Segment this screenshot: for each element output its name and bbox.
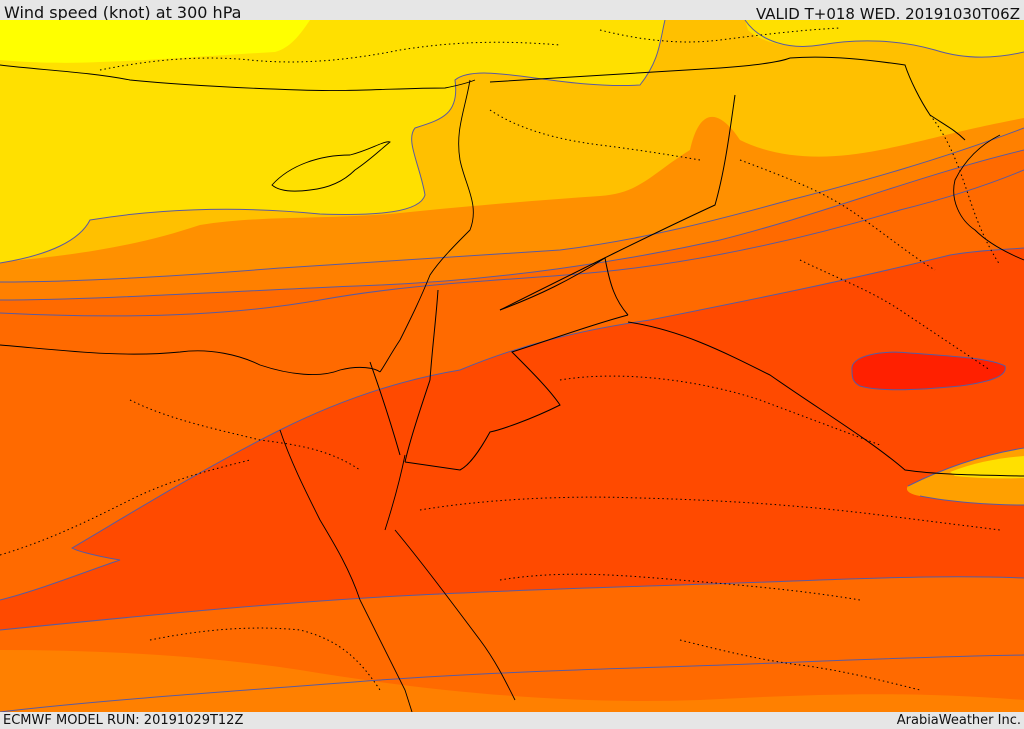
border-egypt-israel xyxy=(369,361,401,456)
border-saudi-jordan xyxy=(404,314,629,471)
boundary-saudi-3 xyxy=(499,573,861,601)
boundary-iraq-1 xyxy=(739,159,936,271)
border-iraq-iran xyxy=(789,56,966,141)
contour-core xyxy=(851,351,1006,391)
header-bar: Wind speed (knot) at 300 hPa VALID T+018… xyxy=(0,0,1024,23)
wind-speed-map[interactable] xyxy=(0,20,1024,712)
model-run-label: ECMWF MODEL RUN: 20191029T12Z xyxy=(3,713,244,728)
border-syria-iraq xyxy=(489,57,791,83)
credit-label: ArabiaWeather Inc. xyxy=(896,713,1021,728)
border-saudi-iraq xyxy=(627,321,1024,477)
border-israel-jordan xyxy=(404,289,439,463)
footer-bar: ECMWF MODEL RUN: 20191029T12Z ArabiaWeat… xyxy=(0,712,1024,729)
contour-7 xyxy=(0,654,1024,712)
coast-levant xyxy=(379,79,474,373)
contour-5 xyxy=(0,247,1024,601)
band-east-patch-inner xyxy=(950,456,1024,479)
contour-east-2 xyxy=(919,495,1024,506)
contour-east xyxy=(907,447,1024,487)
valid-time: VALID T+018 WED. 20191030T06Z xyxy=(755,5,1020,23)
coast-persian-gulf xyxy=(953,134,1024,261)
coast-gulf-of-aqaba xyxy=(384,454,406,531)
boundary-turkey-1 xyxy=(99,41,561,71)
boundary-saudi-2 xyxy=(419,496,1001,531)
coast-red-sea-east xyxy=(394,529,516,701)
boundary-turkey-2 xyxy=(599,27,841,43)
band-yellow-max xyxy=(0,20,310,63)
coast-egypt-north xyxy=(0,344,381,376)
internal-boundaries xyxy=(0,27,1001,691)
band-jet xyxy=(0,248,1024,630)
coastlines xyxy=(0,64,1024,712)
band-yellow xyxy=(0,20,665,263)
contour-6 xyxy=(0,576,1024,631)
contour-1 xyxy=(0,20,666,264)
contour-3 xyxy=(0,149,1024,301)
border-iraq-west xyxy=(499,94,736,311)
contour-2 xyxy=(0,127,1024,283)
coast-turkey xyxy=(0,64,476,91)
boundary-egypt-1 xyxy=(129,399,361,471)
map-title: Wind speed (knot) at 300 hPa xyxy=(4,3,242,22)
contour-lines xyxy=(0,20,1024,712)
coast-cyprus xyxy=(271,141,391,192)
border-jordan-iraq xyxy=(499,257,629,316)
coast-gulf-of-suez xyxy=(279,429,413,712)
contour-ne xyxy=(744,20,1024,58)
boundary-saudi-1 xyxy=(559,375,881,446)
boundary-syria-1 xyxy=(489,109,701,161)
boundary-iraq-2 xyxy=(799,259,991,371)
boundary-yemen xyxy=(679,639,921,691)
borders xyxy=(369,56,1024,477)
band-core xyxy=(851,352,1006,390)
boundary-egypt-2 xyxy=(0,459,251,556)
